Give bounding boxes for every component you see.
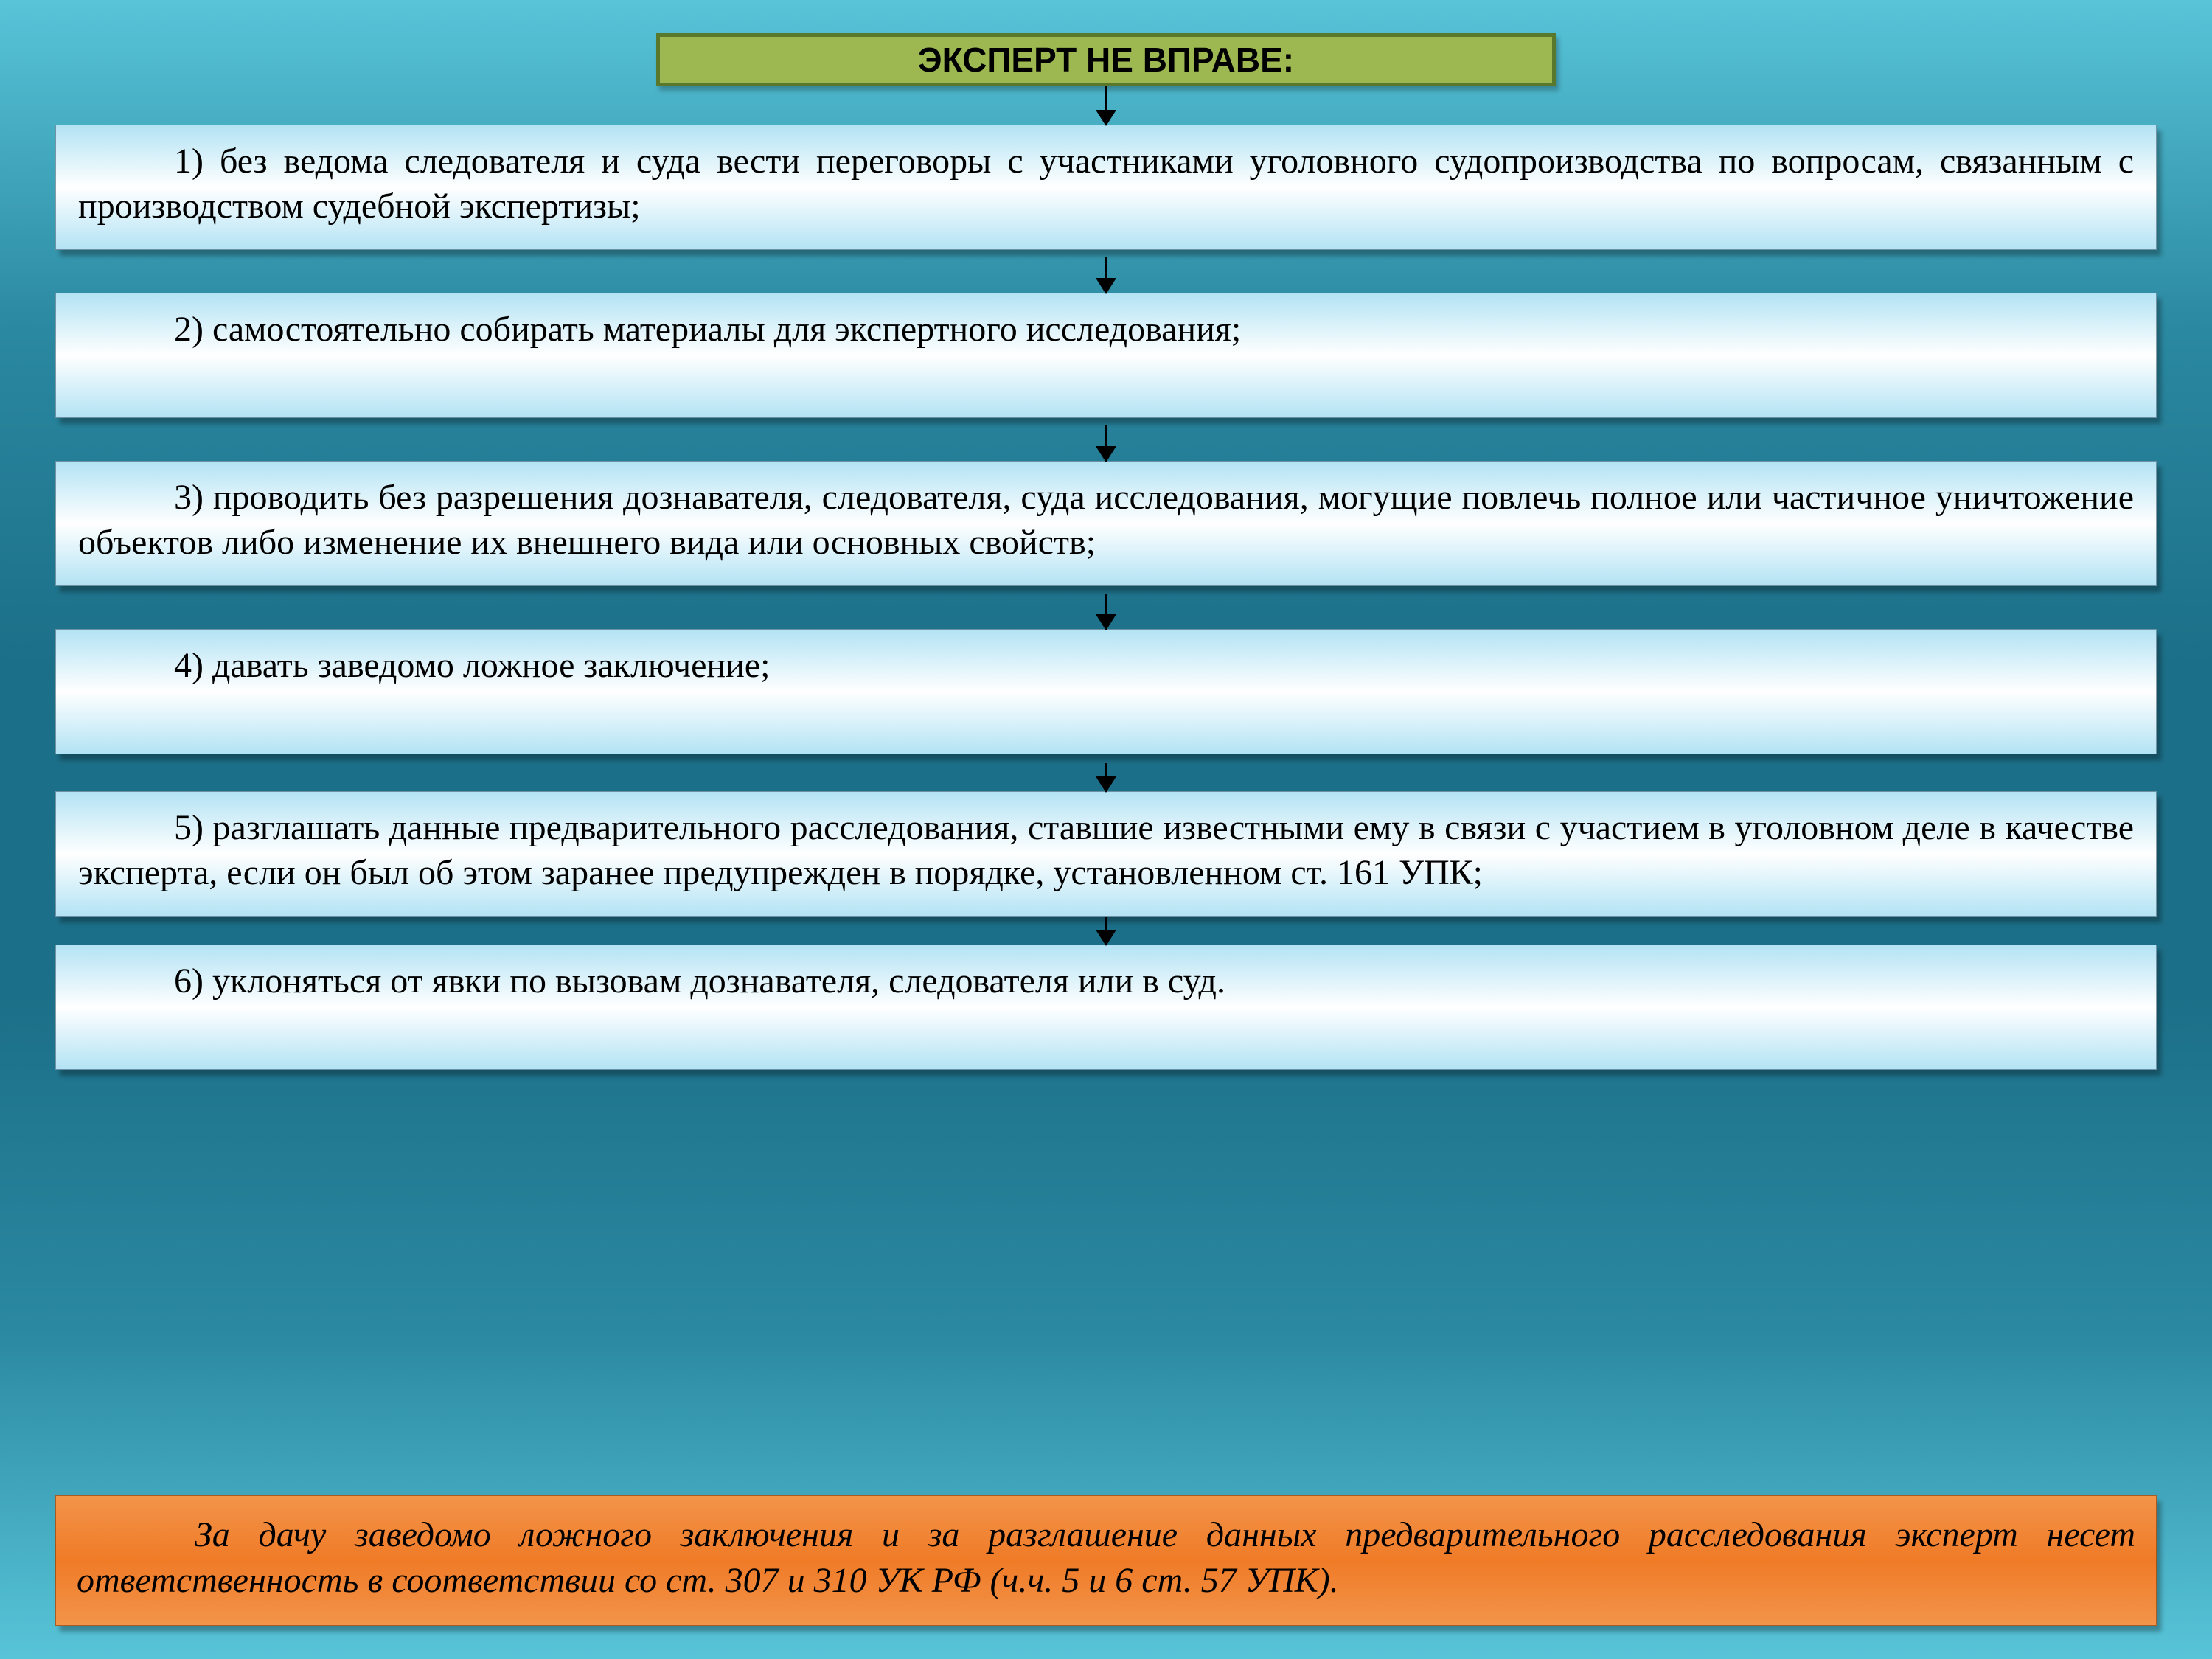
item-text-2: 2) самостоятельно собирать материалы для… — [78, 307, 2134, 352]
arrow-1 — [1105, 86, 1107, 125]
item-box-4: 4) давать заведомо ложное заключение; — [55, 629, 2157, 754]
footer-text: За дачу заведомо ложного заключения и за… — [77, 1512, 2135, 1603]
flow-container: 1) без ведома следователя и суда вести п… — [55, 86, 2157, 1450]
item-box-6: 6) уклоняться от явки по вызовам дознава… — [55, 945, 2157, 1070]
arrow-6 — [1105, 917, 1107, 945]
arrow-2 — [1105, 257, 1107, 293]
slide-content: ЭКСПЕРТ НЕ ВПРАВЕ: 1) без ведома следова… — [0, 0, 2212, 1659]
item-text-5: 5) разглашать данные предварительного ра… — [78, 805, 2134, 896]
item-box-1: 1) без ведома следователя и суда вести п… — [55, 125, 2157, 250]
item-text-4: 4) давать заведомо ложное заключение; — [78, 643, 2134, 688]
title-text: ЭКСПЕРТ НЕ ВПРАВЕ: — [918, 40, 1294, 80]
title-box: ЭКСПЕРТ НЕ ВПРАВЕ: — [656, 33, 1556, 86]
item-text-1: 1) без ведома следователя и суда вести п… — [78, 139, 2134, 229]
item-text-6: 6) уклоняться от явки по вызовам дознава… — [78, 959, 2134, 1004]
footer-box: За дачу заведомо ложного заключения и за… — [55, 1495, 2157, 1626]
item-box-5: 5) разглашать данные предварительного ра… — [55, 791, 2157, 917]
arrow-5 — [1105, 763, 1107, 791]
arrow-4 — [1105, 594, 1107, 629]
item-box-3: 3) проводить без разрешения дознавателя,… — [55, 461, 2157, 586]
item-text-3: 3) проводить без разрешения дознавателя,… — [78, 475, 2134, 566]
arrow-3 — [1105, 425, 1107, 461]
item-box-2: 2) самостоятельно собирать материалы для… — [55, 293, 2157, 418]
